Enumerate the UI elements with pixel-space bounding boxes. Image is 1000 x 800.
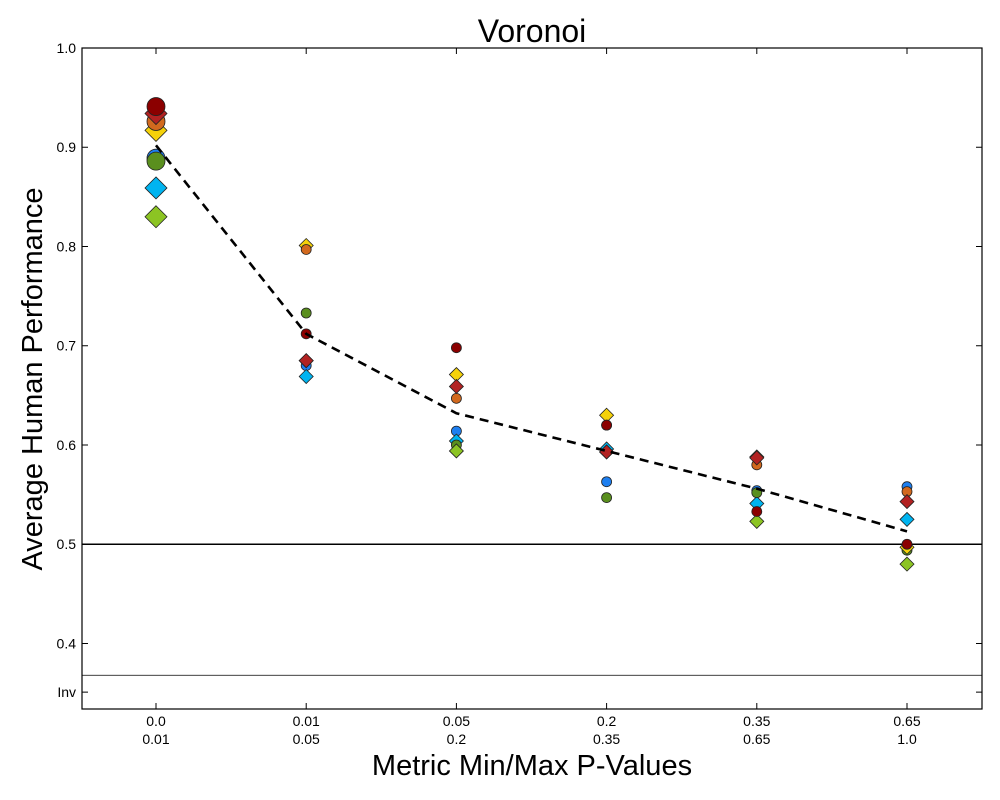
series-7-point — [146, 97, 166, 116]
x-tick-label-top: 0.01 — [293, 713, 320, 729]
y-tick-label: 0.6 — [57, 437, 77, 453]
x-tick-label-top: 0.35 — [743, 713, 770, 729]
y-tick-label: 0.9 — [57, 139, 77, 155]
x-axis-label: Metric Min/Max P-Values — [372, 750, 692, 782]
series-0-point — [601, 476, 612, 488]
series-6-point — [298, 353, 314, 369]
series-3-point — [448, 443, 464, 459]
y-tick-label: 0.8 — [57, 238, 77, 254]
series-7-point — [901, 538, 913, 550]
series-6-point — [448, 378, 464, 395]
chart-title: Voronoi — [478, 13, 587, 49]
x-tick-label-bottom: 0.05 — [293, 731, 320, 747]
x-tick-label-top: 0.2 — [597, 713, 617, 729]
x-tick-label-bottom: 1.0 — [897, 731, 917, 747]
x-tick-label-bottom: 0.35 — [593, 731, 620, 747]
series-3-point — [899, 556, 915, 572]
series-5-point — [450, 392, 462, 404]
series-7-point — [450, 342, 462, 354]
x-tick-label-bottom: 0.65 — [743, 731, 770, 747]
plot-area: 0.4 0.5 0.6 0.7 0.8 0.9 1.0 Inv 0.0 0.01 0.01 0.05 0… — [57, 40, 983, 747]
y-tick-label: 0.4 — [57, 635, 77, 651]
series-2-point — [601, 492, 612, 503]
y-axis-label: Average Human Performance — [17, 187, 49, 570]
series-1-point — [899, 511, 915, 527]
x-tick-label-bottom: 0.2 — [447, 731, 467, 747]
y-tick-label: 1.0 — [57, 40, 77, 56]
plot-frame — [81, 47, 983, 710]
series-1-point — [298, 368, 314, 385]
series-7-point — [751, 506, 763, 517]
series-3-point — [749, 513, 765, 529]
x-tick-label-bottom: 0.01 — [142, 731, 169, 747]
series-2-point — [300, 307, 312, 319]
series-2-point — [146, 151, 166, 171]
series-3-point — [144, 205, 168, 229]
series-6-point — [749, 450, 765, 466]
series-7-point — [601, 419, 612, 431]
series-5-point — [300, 244, 312, 255]
mean-trend-line — [154, 144, 908, 533]
y-tick-label: 0.5 — [57, 536, 77, 552]
y-tick-label: 0.7 — [57, 338, 77, 354]
series-6-point — [899, 494, 915, 510]
y-tick-label-inv: Inv — [57, 684, 76, 700]
x-tick-label-top: 0.05 — [443, 713, 470, 729]
x-tick-label-top: 0.65 — [893, 713, 920, 729]
series-1-point — [144, 176, 168, 200]
x-tick-label-top: 0.0 — [146, 713, 166, 729]
